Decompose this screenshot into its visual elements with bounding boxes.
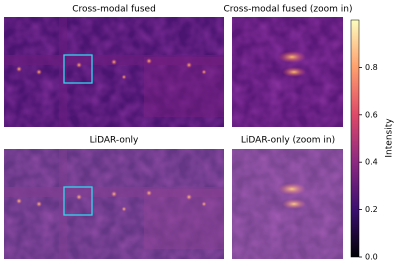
colorbar-tick-label: 0.0 [365,253,378,262]
panel-title: LiDAR-only (zoom in) [241,136,335,146]
zoom-image [232,17,343,127]
zoom-box [63,186,93,216]
panel-title: LiDAR-only [90,136,139,146]
heatmap-image [4,17,224,127]
panel-title: Cross-modal fused (zoom in) [223,5,352,15]
zoom-box [63,54,93,84]
colorbar [350,19,360,258]
colorbar-label: Intensity [385,118,395,158]
colorbar-tick-label: 0.2 [365,205,378,214]
colorbar-tick-label: 0.6 [365,110,378,119]
heatmap-image [4,149,224,259]
zoom-image [232,149,343,259]
panel-title: Cross-modal fused [72,5,156,15]
colorbar-tick-label: 0.8 [365,63,378,72]
colorbar-tick-label: 0.4 [365,158,378,167]
